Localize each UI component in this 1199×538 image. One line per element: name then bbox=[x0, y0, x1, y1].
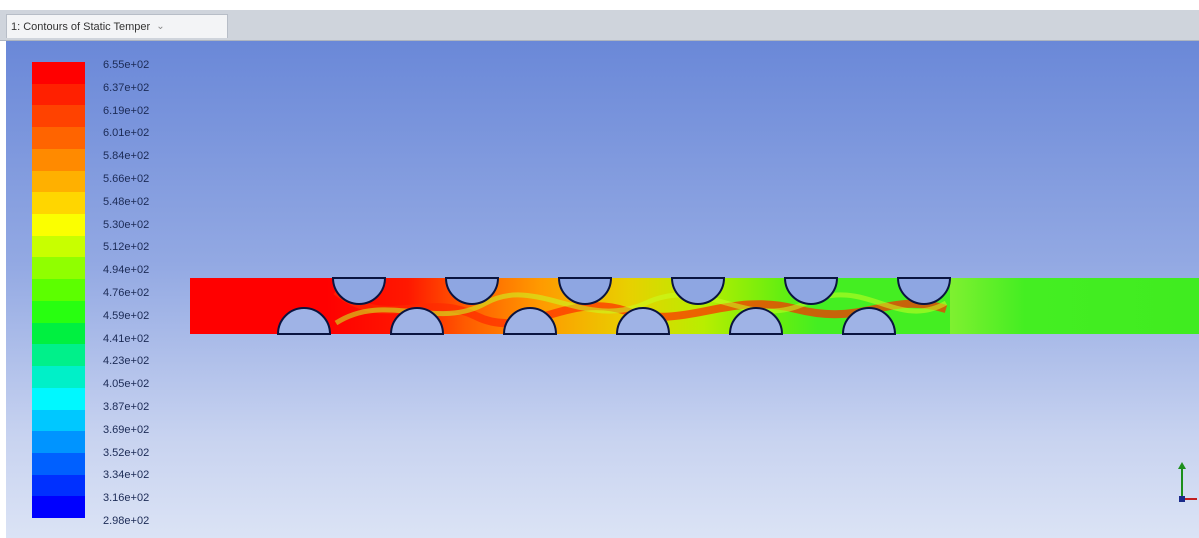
cylinder bbox=[276, 307, 332, 335]
temperature-contour-plot bbox=[190, 277, 1199, 335]
legend-swatch bbox=[32, 105, 85, 128]
legend-label: 5.48e+02 bbox=[103, 195, 150, 208]
legend-swatch bbox=[32, 409, 85, 432]
legend-swatch bbox=[32, 83, 85, 106]
legend-label: 5.12e+02 bbox=[103, 241, 150, 254]
legend-label: 4.41e+02 bbox=[103, 332, 150, 345]
tab-title: 1: Contours of Static Temper bbox=[11, 20, 151, 33]
cylinder bbox=[896, 277, 952, 305]
legend-label: 6.55e+02 bbox=[103, 59, 150, 71]
cylinder bbox=[331, 277, 387, 305]
legend-swatch bbox=[32, 387, 85, 410]
legend-label: 4.59e+02 bbox=[103, 309, 150, 322]
cylinder bbox=[728, 307, 784, 335]
legend-label: 6.01e+02 bbox=[103, 127, 150, 140]
legend-swatch bbox=[32, 148, 85, 171]
legend-swatch bbox=[32, 235, 85, 258]
top-cylinder-row bbox=[331, 277, 952, 305]
outlet-region bbox=[950, 278, 1199, 334]
cylinder bbox=[615, 307, 671, 335]
cylinder bbox=[841, 307, 897, 335]
cylinder bbox=[670, 277, 726, 305]
legend-swatch bbox=[32, 344, 85, 367]
legend-label: 3.52e+02 bbox=[103, 446, 150, 459]
legend-label: 3.34e+02 bbox=[103, 469, 150, 482]
legend-swatch bbox=[32, 300, 85, 323]
legend-swatch bbox=[32, 474, 85, 497]
legend-label: 3.87e+02 bbox=[103, 400, 150, 413]
cylinder bbox=[444, 277, 500, 305]
legend-label: 3.69e+02 bbox=[103, 423, 150, 436]
contours-tab[interactable]: 1: Contours of Static Temper ⌄ bbox=[6, 14, 228, 38]
color-legend-bar bbox=[32, 62, 85, 519]
cylinder bbox=[502, 307, 558, 335]
legend-label: 5.30e+02 bbox=[103, 218, 150, 231]
legend-label: 4.76e+02 bbox=[103, 286, 150, 299]
legend-swatch bbox=[32, 496, 85, 519]
legend-label: 6.19e+02 bbox=[103, 104, 150, 117]
viewport-tab-bar: 1: Contours of Static Temper ⌄ bbox=[0, 10, 1199, 41]
legend-swatch bbox=[32, 279, 85, 301]
cylinder bbox=[783, 277, 839, 305]
color-legend-labels: 6.55e+02 6.37e+02 6.19e+02 6.01e+02 5.84e+02… bbox=[103, 54, 193, 533]
legend-label: 6.37e+02 bbox=[103, 81, 150, 94]
chevron-down-icon[interactable]: ⌄ bbox=[156, 21, 165, 32]
axis-triad-icon bbox=[1178, 462, 1197, 502]
cylinder bbox=[389, 307, 445, 335]
bottom-cylinder-row bbox=[276, 307, 897, 335]
legend-label: 5.66e+02 bbox=[103, 172, 150, 185]
legend-label: 2.98e+02 bbox=[103, 514, 150, 527]
legend-swatch bbox=[32, 170, 85, 193]
cylinder bbox=[557, 277, 613, 305]
legend-swatch bbox=[32, 62, 85, 84]
legend-label: 3.16e+02 bbox=[103, 492, 150, 505]
legend-label: 4.94e+02 bbox=[103, 264, 150, 277]
legend-swatch bbox=[32, 257, 85, 280]
graphics-viewport[interactable]: 6.55e+02 6.37e+02 6.19e+02 6.01e+02 5.84e+02… bbox=[6, 41, 1199, 538]
legend-swatch bbox=[32, 127, 85, 149]
legend-label: 4.05e+02 bbox=[103, 378, 150, 391]
legend-label: 5.84e+02 bbox=[103, 150, 150, 163]
legend-label: 4.23e+02 bbox=[103, 355, 150, 368]
legend-swatch bbox=[32, 366, 85, 388]
legend-swatch bbox=[32, 214, 85, 236]
legend-swatch bbox=[32, 192, 85, 215]
legend-swatch bbox=[32, 322, 85, 345]
legend-swatch bbox=[32, 452, 85, 475]
legend-swatch bbox=[32, 431, 85, 453]
